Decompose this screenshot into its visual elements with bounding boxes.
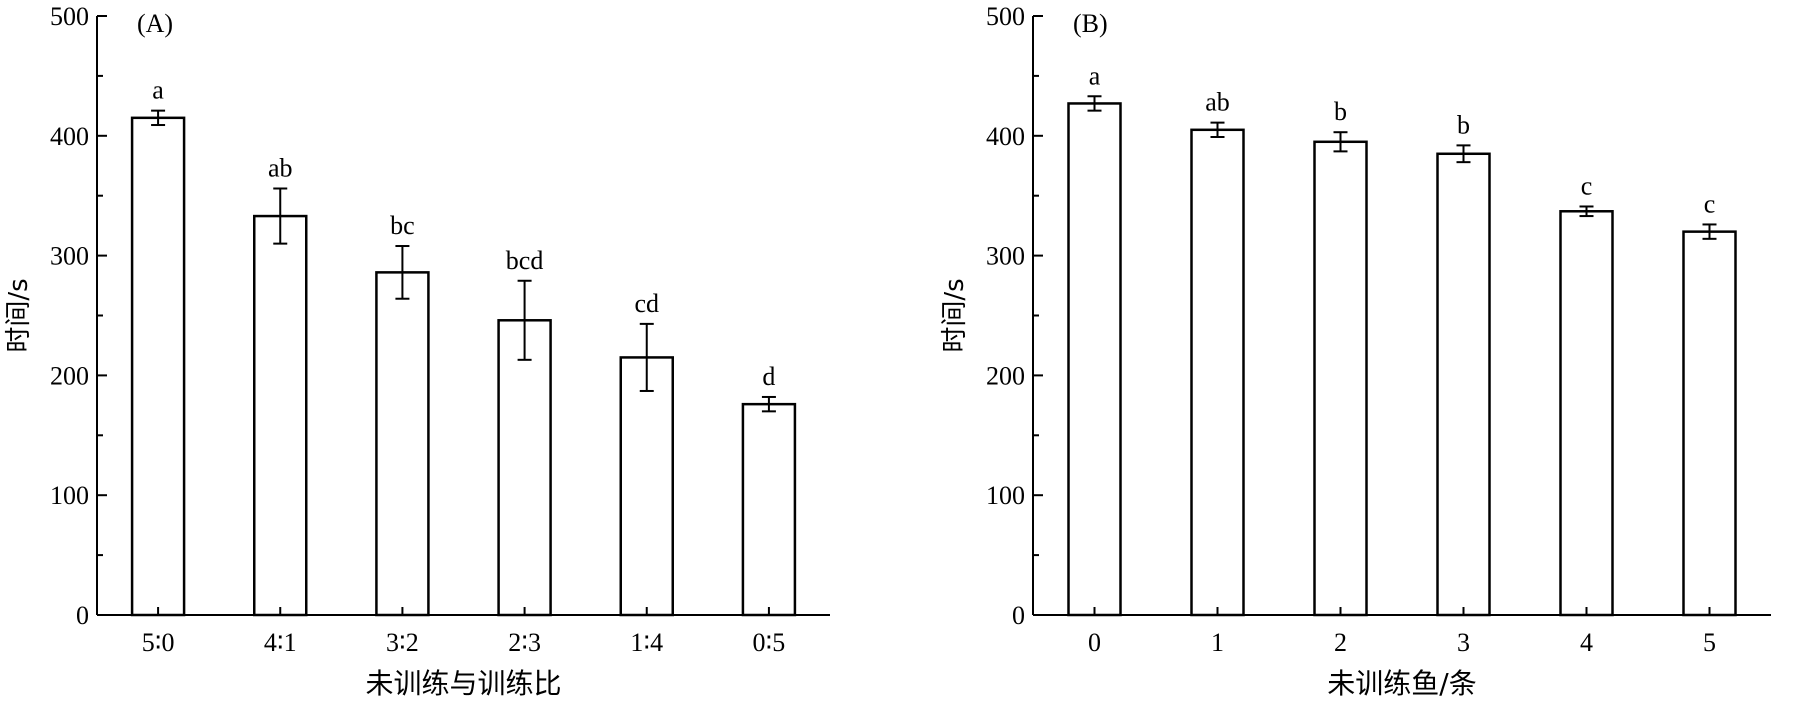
bar bbox=[253, 214, 308, 617]
x-tick-label: 3∶2 bbox=[386, 628, 419, 657]
bar bbox=[130, 116, 186, 617]
significance-letter: bcd bbox=[506, 246, 544, 275]
significance-letter: ab bbox=[268, 154, 293, 183]
bar bbox=[619, 356, 674, 617]
y-tick-label: 0 bbox=[76, 601, 89, 630]
bar bbox=[741, 402, 797, 617]
significance-letter: cd bbox=[634, 289, 659, 318]
panel-label: (A) bbox=[137, 9, 173, 38]
bar bbox=[497, 319, 552, 617]
y-axis-title: 时间/s bbox=[4, 278, 34, 352]
significance-letter: ab bbox=[1205, 88, 1230, 117]
x-tick-label: 0 bbox=[1088, 628, 1101, 657]
significance-letter: c bbox=[1704, 189, 1716, 218]
bar bbox=[1067, 102, 1122, 617]
y-tick-label: 200 bbox=[986, 361, 1025, 390]
y-tick-label: 400 bbox=[50, 122, 89, 151]
y-tick-label: 300 bbox=[986, 242, 1025, 271]
y-tick-label: 100 bbox=[986, 481, 1025, 510]
x-tick-label: 5 bbox=[1703, 628, 1716, 657]
bar bbox=[1190, 128, 1245, 617]
y-tick-label: 200 bbox=[50, 361, 89, 390]
bar bbox=[1682, 230, 1737, 617]
significance-letter: b bbox=[1457, 110, 1470, 139]
x-tick-label: 1∶4 bbox=[630, 628, 663, 657]
significance-letter: b bbox=[1334, 97, 1347, 126]
y-tick-label: 400 bbox=[986, 122, 1025, 151]
bar bbox=[1436, 152, 1491, 617]
chart-panel-a: 0 100 200 300 400 500 a 5∶0 ab 4∶1 bc 3∶2 bcd 2∶3 cd 1∶… bbox=[4, 2, 830, 700]
x-tick-label: 2 bbox=[1334, 628, 1347, 657]
y-tick-label: 500 bbox=[986, 2, 1025, 31]
significance-letter: a bbox=[1089, 61, 1101, 90]
x-tick-label: 1 bbox=[1211, 628, 1224, 657]
bar bbox=[1559, 210, 1614, 617]
y-tick-label: 500 bbox=[50, 2, 89, 31]
x-tick-label: 2∶3 bbox=[508, 628, 541, 657]
y-tick-label: 300 bbox=[50, 242, 89, 271]
chart-panel-b: 0 100 200 300 400 500 a 0 ab 1 b 2 b 3 c 4 c 5 (B) 时间/s 未训练鱼… bbox=[940, 2, 1771, 700]
x-tick-label: 0∶5 bbox=[753, 628, 786, 657]
significance-letter: d bbox=[762, 362, 775, 391]
panel-label: (B) bbox=[1073, 9, 1108, 38]
significance-letter: c bbox=[1581, 171, 1593, 200]
significance-letter: bc bbox=[390, 211, 415, 240]
x-tick-label: 4 bbox=[1580, 628, 1593, 657]
y-tick-label: 100 bbox=[50, 481, 89, 510]
y-tick-label: 0 bbox=[1012, 601, 1025, 630]
bar bbox=[1313, 140, 1368, 617]
x-axis-title: 未训练与训练比 bbox=[365, 667, 561, 700]
x-tick-label: 3 bbox=[1457, 628, 1470, 657]
bar bbox=[375, 271, 430, 617]
y-axis-title: 时间/s bbox=[940, 278, 970, 352]
x-tick-label: 5∶0 bbox=[142, 628, 175, 657]
x-axis-title: 未训练鱼/条 bbox=[1327, 667, 1476, 700]
x-tick-label: 4∶1 bbox=[264, 628, 297, 657]
significance-letter: a bbox=[152, 76, 164, 105]
